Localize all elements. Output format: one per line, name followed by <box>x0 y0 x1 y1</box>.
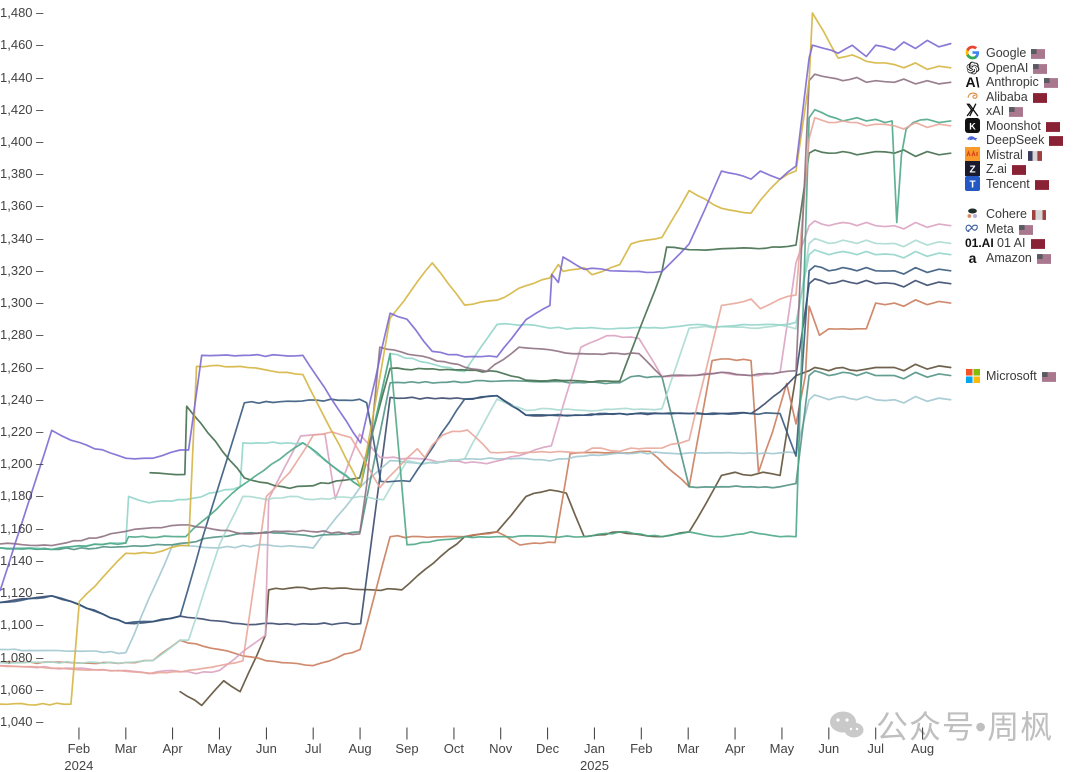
svg-text:Z: Z <box>969 165 975 176</box>
svg-text:K: K <box>969 122 976 132</box>
svg-text:T: T <box>969 180 975 191</box>
